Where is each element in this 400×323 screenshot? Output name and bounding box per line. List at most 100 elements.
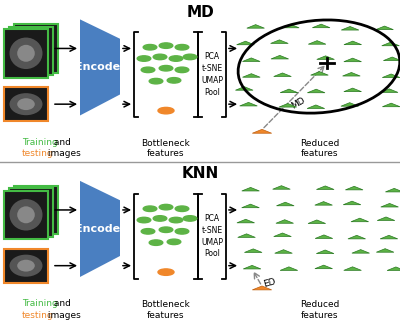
Polygon shape (242, 187, 259, 191)
Ellipse shape (10, 199, 42, 231)
Circle shape (175, 67, 189, 73)
Circle shape (175, 45, 189, 50)
Circle shape (169, 56, 183, 61)
Text: ED: ED (262, 277, 276, 289)
Polygon shape (274, 233, 291, 236)
Polygon shape (271, 40, 288, 43)
Text: Training: Training (22, 299, 58, 308)
Polygon shape (312, 24, 330, 28)
Polygon shape (282, 24, 299, 28)
Circle shape (158, 269, 174, 275)
Circle shape (175, 229, 189, 234)
Text: PCA
t-SNE
UMAP
Pool: PCA t-SNE UMAP Pool (201, 53, 223, 97)
Polygon shape (308, 220, 326, 224)
Polygon shape (252, 129, 272, 133)
Circle shape (183, 216, 197, 221)
Circle shape (153, 216, 167, 221)
Polygon shape (244, 249, 262, 253)
Polygon shape (344, 267, 361, 270)
Ellipse shape (27, 40, 44, 57)
Text: and: and (51, 299, 71, 308)
Polygon shape (80, 181, 120, 277)
Polygon shape (315, 202, 332, 205)
Text: testing: testing (22, 149, 54, 158)
Polygon shape (252, 286, 272, 290)
Polygon shape (80, 19, 120, 115)
Text: Bottleneck
features: Bottleneck features (142, 139, 190, 158)
Circle shape (175, 206, 189, 212)
Text: and: and (51, 138, 71, 147)
Polygon shape (275, 250, 292, 253)
Polygon shape (380, 235, 398, 239)
Polygon shape (237, 41, 254, 45)
Polygon shape (348, 235, 366, 239)
Polygon shape (376, 249, 394, 252)
Polygon shape (271, 56, 288, 59)
Polygon shape (280, 267, 298, 270)
Polygon shape (316, 186, 334, 190)
Polygon shape (387, 267, 400, 270)
Ellipse shape (19, 194, 52, 226)
Polygon shape (382, 103, 400, 107)
Circle shape (169, 217, 183, 223)
Circle shape (159, 227, 173, 233)
Text: Encoder: Encoder (75, 224, 125, 234)
Text: MD: MD (186, 5, 214, 20)
Circle shape (141, 229, 155, 234)
Circle shape (143, 45, 157, 50)
Ellipse shape (10, 255, 42, 277)
FancyBboxPatch shape (9, 27, 53, 75)
Polygon shape (247, 25, 264, 28)
Polygon shape (311, 72, 328, 75)
Polygon shape (382, 42, 399, 46)
Circle shape (167, 239, 181, 245)
Circle shape (149, 240, 163, 245)
Polygon shape (315, 235, 333, 238)
Polygon shape (236, 87, 253, 90)
Ellipse shape (17, 45, 35, 62)
Polygon shape (352, 250, 370, 253)
Polygon shape (240, 102, 257, 106)
FancyBboxPatch shape (9, 188, 53, 236)
Polygon shape (382, 74, 400, 78)
Polygon shape (242, 58, 260, 61)
Polygon shape (276, 202, 294, 206)
Text: PCA
t-SNE
UMAP
Pool: PCA t-SNE UMAP Pool (201, 214, 223, 258)
Text: Training: Training (22, 138, 58, 147)
Circle shape (159, 204, 173, 210)
Polygon shape (238, 234, 255, 237)
Polygon shape (242, 204, 259, 208)
Ellipse shape (10, 93, 42, 115)
Polygon shape (276, 220, 294, 223)
Polygon shape (342, 72, 360, 76)
Polygon shape (344, 41, 362, 45)
Circle shape (149, 78, 163, 84)
Ellipse shape (17, 98, 35, 110)
Text: MD: MD (290, 96, 307, 111)
FancyBboxPatch shape (4, 249, 48, 283)
Ellipse shape (19, 33, 52, 64)
Text: Reduced
features: Reduced features (300, 300, 340, 320)
Circle shape (137, 217, 151, 223)
Text: Encoder: Encoder (75, 62, 125, 72)
FancyBboxPatch shape (4, 191, 48, 239)
Polygon shape (308, 41, 326, 44)
Circle shape (137, 56, 151, 61)
Circle shape (159, 43, 173, 48)
Circle shape (158, 107, 174, 114)
Polygon shape (280, 89, 298, 93)
Circle shape (183, 54, 197, 60)
Ellipse shape (14, 197, 47, 228)
Polygon shape (344, 88, 362, 92)
Polygon shape (315, 265, 332, 269)
Polygon shape (237, 219, 254, 223)
FancyBboxPatch shape (4, 29, 48, 78)
Text: images: images (45, 149, 81, 158)
Circle shape (159, 66, 173, 71)
Ellipse shape (14, 35, 47, 67)
Polygon shape (274, 73, 291, 77)
Polygon shape (273, 186, 290, 189)
Ellipse shape (17, 260, 35, 272)
Polygon shape (351, 218, 368, 222)
Circle shape (167, 78, 181, 83)
